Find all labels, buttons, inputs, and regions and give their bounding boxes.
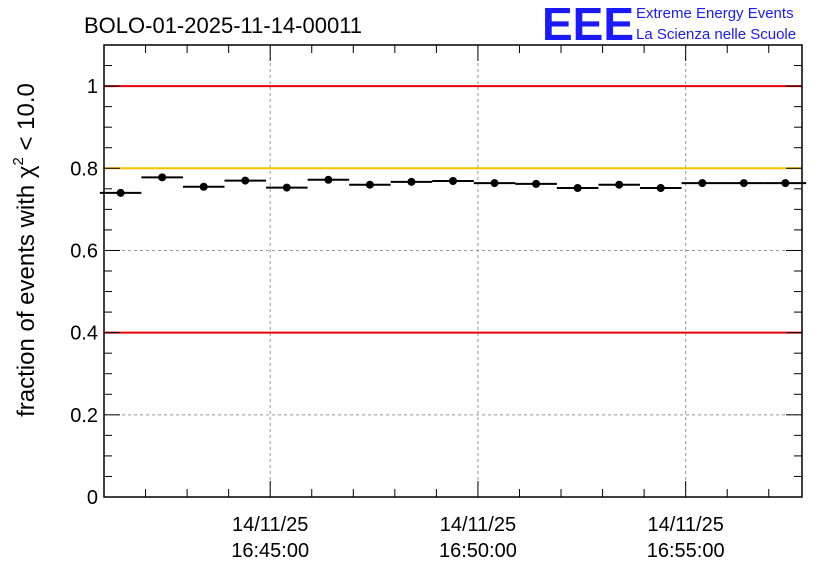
eee-logo: EEE Extreme Energy Events La Scienza nel… (542, 0, 796, 50)
data-point (365, 180, 374, 189)
data-point (739, 179, 748, 188)
y-axis-label-chi: χ (13, 165, 40, 178)
data-point (781, 179, 790, 188)
y-axis-label-prefix: fraction of events with (13, 178, 40, 417)
data-point (241, 176, 250, 185)
x-tick-label-time: 16:55:00 (647, 540, 725, 562)
data-point (532, 179, 541, 188)
data-point (324, 175, 333, 184)
data-point (407, 177, 416, 186)
axes: 0 0.2 0.4 0.6 0.8 1 14/11/25 16:45:00 14/11/25 16… (70, 44, 803, 562)
x-tick-label-date: 14/11/25 (647, 514, 723, 536)
y-axis-label-suffix: < 10.0 (13, 83, 40, 157)
data-series (99, 173, 807, 197)
y-axis-label-superscript: 2 (10, 157, 27, 165)
data-point (656, 183, 665, 192)
y-tick-label: 1 (87, 76, 98, 98)
y-axis-label: fraction of events with χ2 < 10.0 (10, 83, 40, 417)
x-tick-label-date: 14/11/25 (232, 514, 308, 536)
reference-lines (104, 85, 802, 334)
data-point (615, 180, 624, 189)
data-point (199, 182, 208, 191)
data-point (573, 183, 582, 192)
data-point (282, 183, 291, 192)
y-tick-label: 0.8 (70, 158, 98, 180)
y-tick-label: 0.4 (70, 323, 98, 345)
y-tick-label: 0.2 (70, 405, 98, 427)
data-point (490, 179, 499, 188)
logo-line1: Extreme Energy Events (636, 5, 794, 22)
data-point (158, 173, 167, 182)
x-tick-label-time: 16:50:00 (439, 540, 517, 562)
x-tick-label-time: 16:45:00 (231, 540, 309, 562)
data-point (449, 177, 457, 186)
logo-line2: La Scienza nelle Scuole (636, 26, 796, 43)
logo-eee-text: EEE (542, 0, 634, 50)
data-point (116, 188, 125, 197)
data-point (698, 179, 707, 188)
y-tick-label: 0 (87, 487, 98, 509)
y-tick-label: 0.6 (70, 240, 98, 262)
chart-title: BOLO-01-2025-11-14-00011 (84, 13, 362, 38)
x-tick-label-date: 14/11/25 (440, 514, 516, 536)
